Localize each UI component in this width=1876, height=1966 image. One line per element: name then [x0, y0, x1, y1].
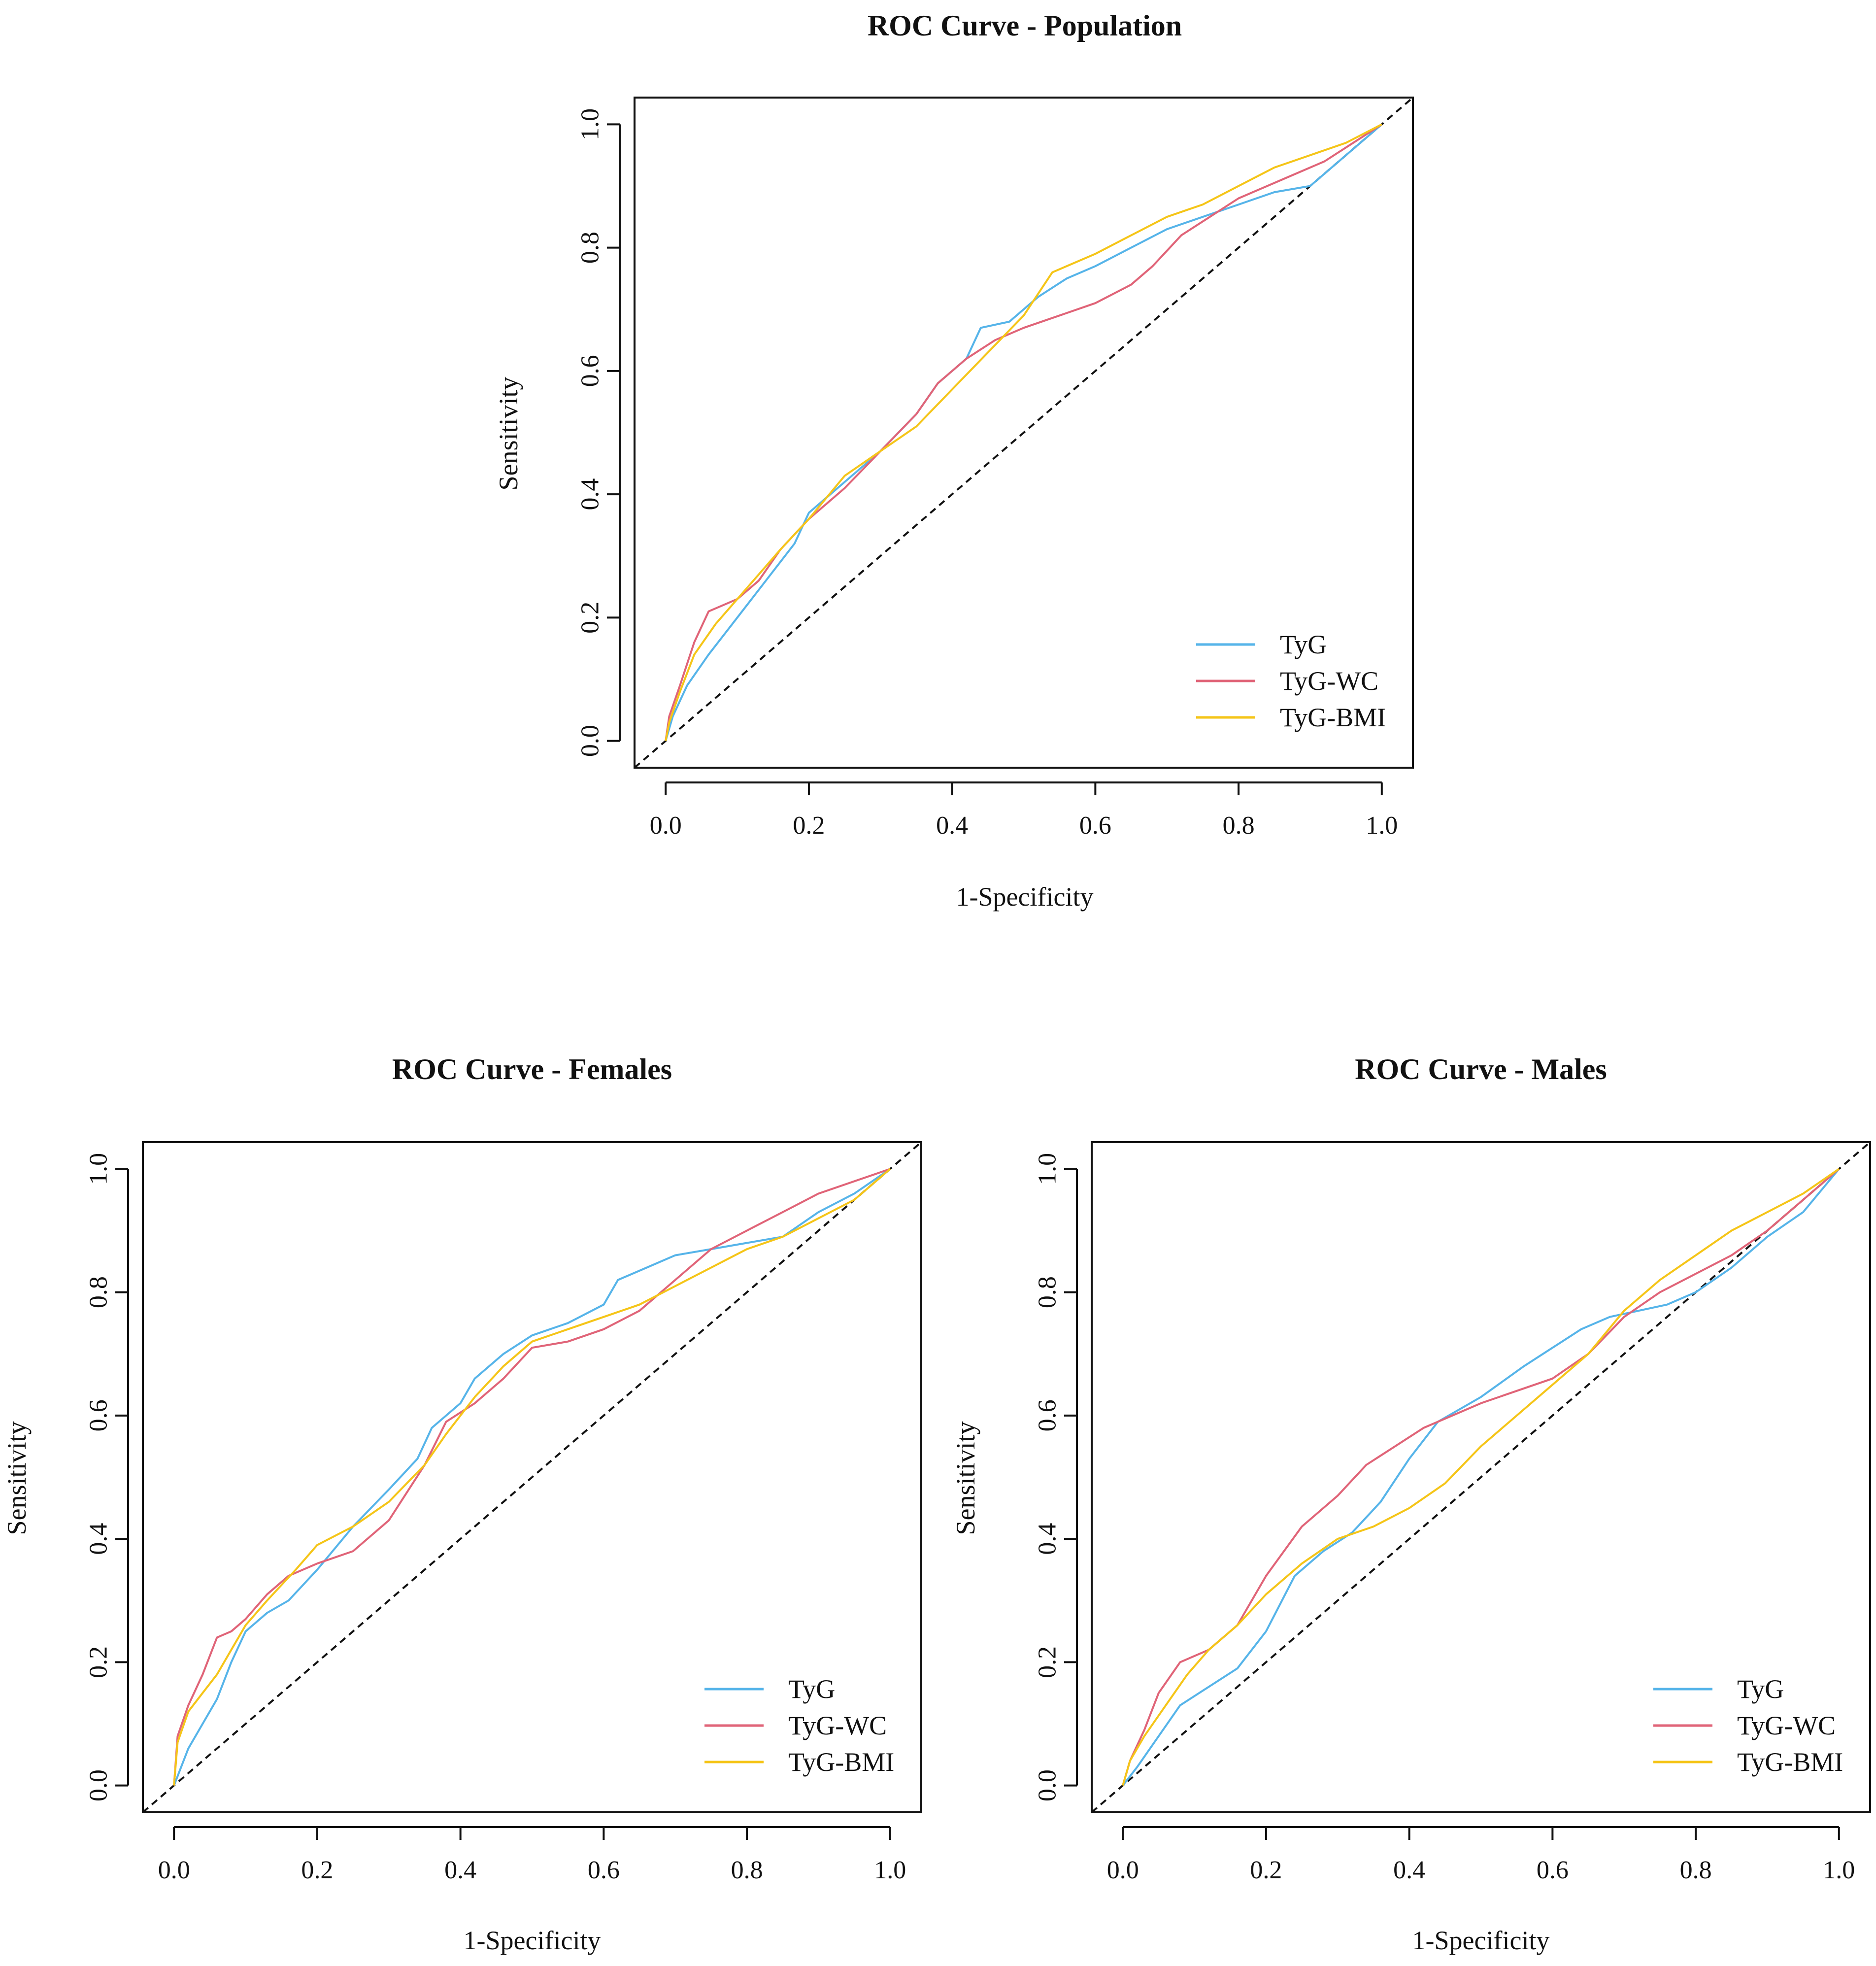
legend-label: TyG-BMI — [1737, 1747, 1843, 1777]
plot-frame — [1091, 1141, 1871, 1813]
x-tick-label: 0.4 — [936, 812, 968, 840]
x-tick-label: 0.2 — [1250, 1856, 1282, 1884]
x-tick-label: 0.8 — [1223, 812, 1255, 840]
y-tick-label: 0.0 — [85, 1769, 113, 1801]
chart-title: ROC Curve - Males — [1355, 1053, 1607, 1085]
reference-diagonal — [634, 97, 1414, 769]
x-tick-label: 0.8 — [731, 1856, 763, 1884]
y-tick-label: 0.2 — [576, 602, 604, 634]
y-tick-label: 0.6 — [85, 1399, 113, 1431]
legend-label: TyG-BMI — [788, 1747, 894, 1777]
series-line-tyg-bmi — [665, 123, 1382, 741]
y-tick-label: 0.8 — [1034, 1276, 1062, 1308]
y-tick-label: 1.0 — [576, 108, 604, 140]
legend-label: TyG-WC — [1737, 1711, 1836, 1740]
series-line-tyg-bmi — [173, 1168, 891, 1786]
chart-title: ROC Curve - Females — [392, 1053, 672, 1085]
x-tick-label: 0.0 — [650, 812, 682, 840]
x-tick-label: 0.4 — [444, 1856, 476, 1884]
legend-label: TyG-WC — [1280, 666, 1378, 696]
y-tick-label: 0.2 — [1034, 1646, 1062, 1678]
reference-diagonal — [142, 1141, 922, 1813]
x-tick-label: 0.0 — [1107, 1856, 1139, 1884]
roc-panel-females: ROC Curve - Females 0.0 0.2 0.4 0.6 0.8 1.0 0.… — [2, 1053, 922, 1955]
legend-label: TyG-WC — [788, 1711, 887, 1740]
y-axis-label: Sensitivity — [494, 376, 523, 490]
y-axis-label: Sensitivity — [951, 1421, 980, 1535]
x-tick-label: 0.6 — [588, 1856, 620, 1884]
series-line-tyg-wc — [173, 1168, 891, 1786]
x-tick-label: 0.0 — [158, 1856, 190, 1884]
series-line-tyg — [173, 1168, 891, 1786]
x-tick-label: 0.2 — [793, 812, 825, 840]
plot-frame — [634, 97, 1414, 769]
chart-title: ROC Curve - Population — [868, 9, 1182, 42]
y-axis-label: Sensitivity — [2, 1421, 32, 1535]
series-line-tyg — [665, 123, 1383, 742]
y-tick-label: 0.2 — [85, 1646, 113, 1678]
y-tick-label: 0.4 — [1034, 1523, 1062, 1555]
y-tick-label: 0.6 — [1034, 1399, 1062, 1431]
x-axis-label: 1-Specificity — [1412, 1926, 1550, 1955]
y-tick-label: 1.0 — [1034, 1153, 1062, 1185]
legend-label: TyG-BMI — [1280, 703, 1386, 732]
reference-diagonal — [1091, 1141, 1871, 1813]
x-tick-label: 0.4 — [1393, 1856, 1425, 1884]
y-tick-label: 0.0 — [1034, 1769, 1062, 1801]
roc-panel-males: ROC Curve - Males 0.0 0.2 0.4 0.6 0.8 1.0 0.0 0… — [951, 1053, 1871, 1955]
y-tick-label: 0.6 — [576, 355, 604, 387]
x-tick-label: 1.0 — [1823, 1856, 1855, 1884]
y-tick-label: 1.0 — [85, 1153, 113, 1185]
x-tick-label: 0.6 — [1537, 1856, 1569, 1884]
legend-label: TyG — [1737, 1674, 1784, 1704]
x-tick-label: 1.0 — [874, 1856, 906, 1884]
series-line-tyg-wc — [1122, 1168, 1840, 1786]
y-tick-label: 0.8 — [576, 232, 604, 264]
series-line-tyg-wc — [665, 123, 1382, 741]
y-tick-label: 0.4 — [576, 478, 604, 510]
x-tick-label: 1.0 — [1366, 812, 1398, 840]
x-tick-label: 0.6 — [1079, 812, 1111, 840]
legend-label: TyG — [788, 1674, 835, 1704]
y-tick-label: 0.0 — [576, 725, 604, 757]
x-axis-label: 1-Specificity — [464, 1926, 601, 1955]
x-tick-label: 0.8 — [1680, 1856, 1712, 1884]
roc-panel-population: ROC Curve - Population 0.0 0.2 0.4 0.6 0.8 1.… — [494, 9, 1414, 912]
x-axis-label: 1-Specificity — [956, 882, 1094, 912]
x-tick-label: 0.2 — [301, 1856, 333, 1884]
series-line-tyg-bmi — [1122, 1168, 1840, 1786]
y-tick-label: 0.8 — [85, 1276, 113, 1308]
y-tick-label: 0.4 — [85, 1523, 113, 1555]
legend-label: TyG — [1280, 630, 1327, 659]
plot-frame — [142, 1141, 922, 1813]
